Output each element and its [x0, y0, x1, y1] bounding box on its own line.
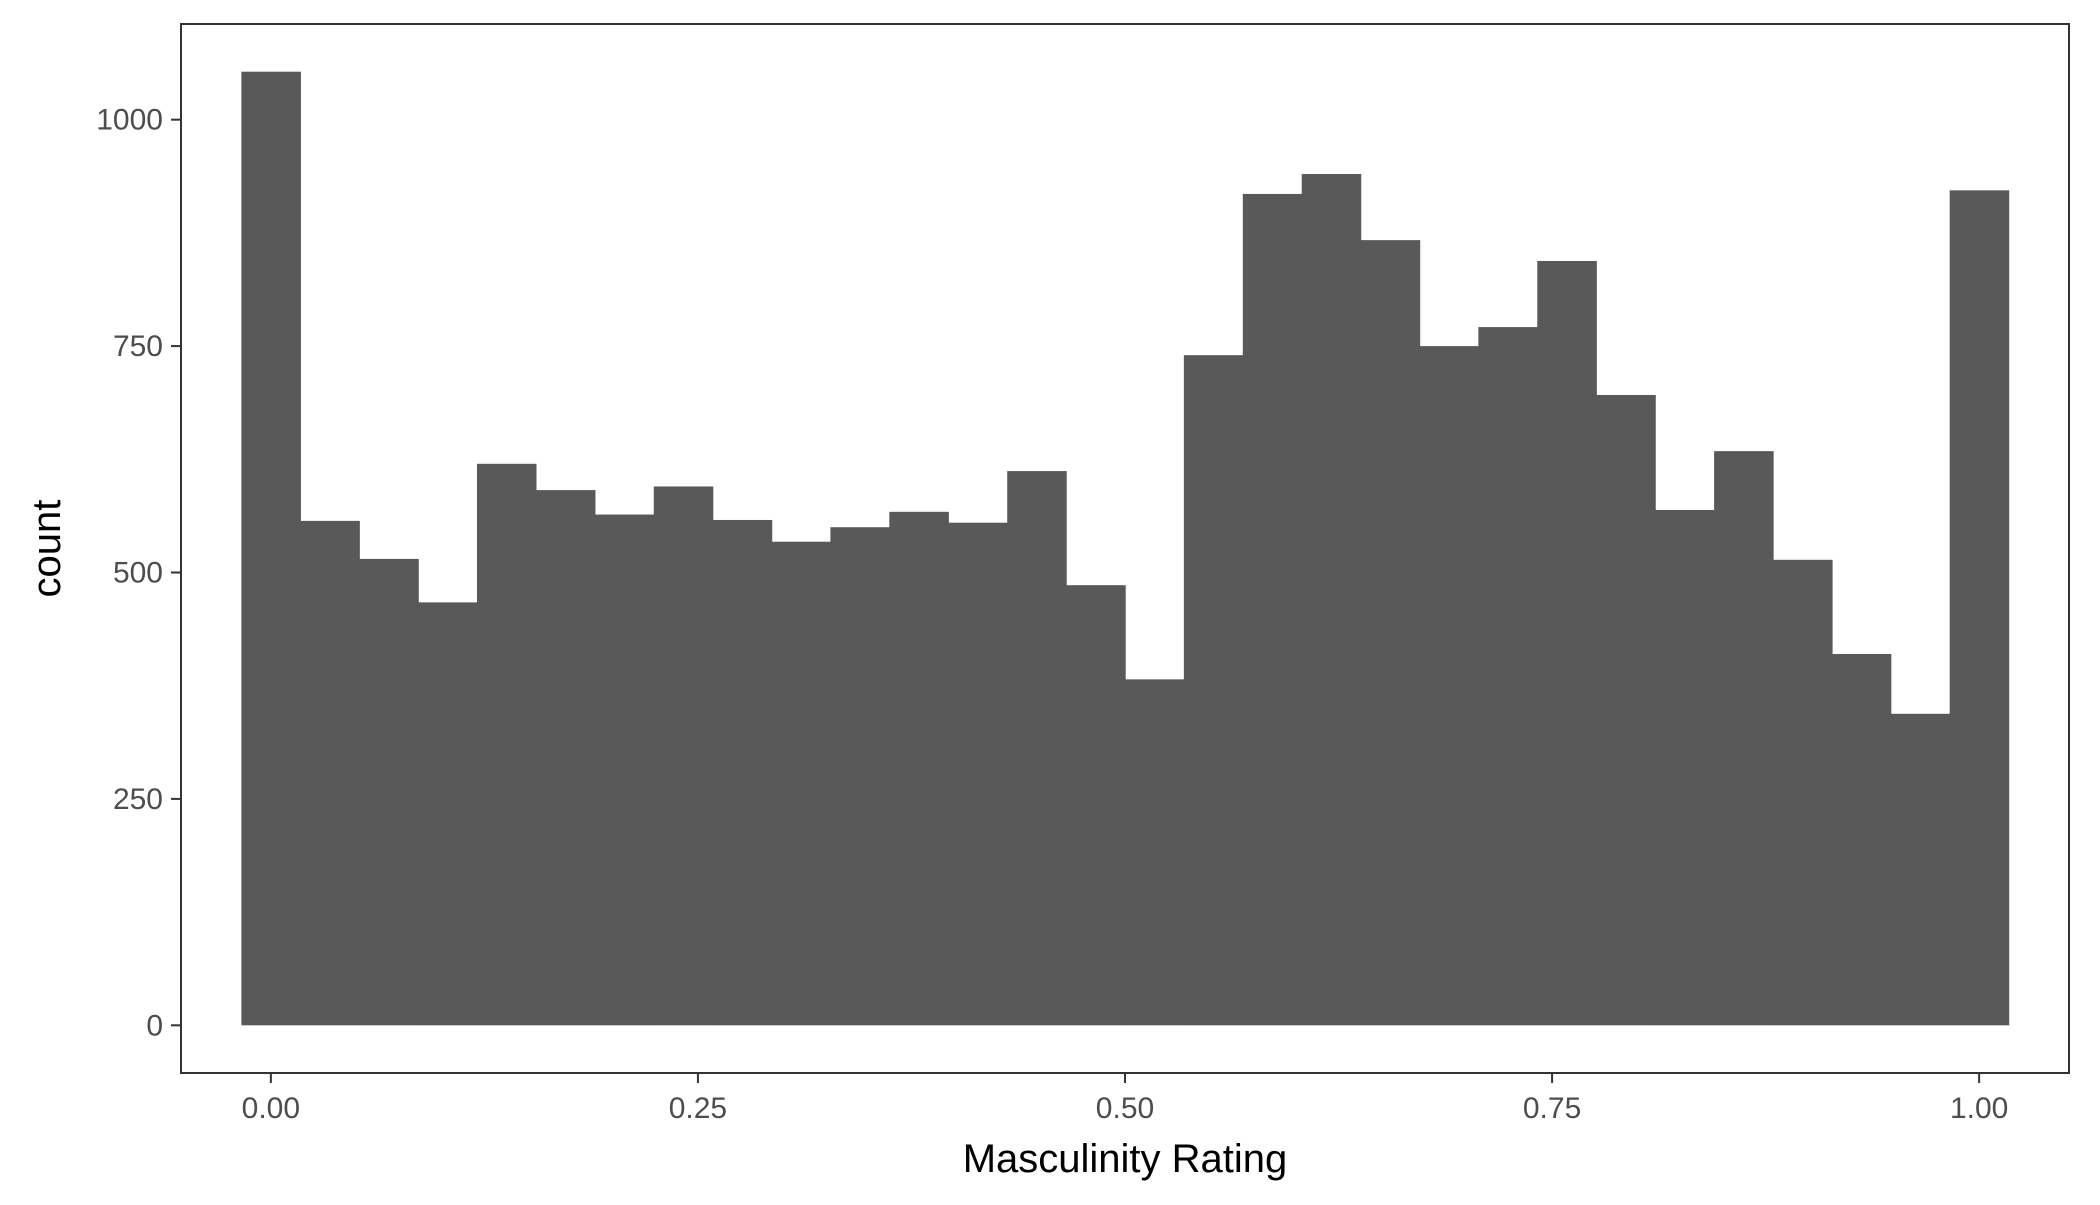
histogram-bar — [830, 527, 890, 1026]
y-axis-tick-label: 500 — [113, 556, 163, 589]
x-axis-tick-label: 0.50 — [1096, 1092, 1154, 1125]
histogram-bar — [1124, 679, 1185, 1026]
y-axis-tick-label: 750 — [113, 330, 163, 363]
histogram-bar — [1596, 394, 1656, 1026]
x-axis-title: Masculinity Rating — [963, 1137, 1288, 1181]
histogram-bar — [1007, 471, 1067, 1026]
histogram-bar — [948, 522, 1008, 1026]
y-axis-tick-label: 250 — [113, 783, 163, 816]
x-axis-tick-label: 0.75 — [1523, 1092, 1581, 1125]
x-axis: 0.00 0.25 0.50 0.75 1.00 — [242, 1073, 2008, 1125]
x-axis-tick-label: 1.00 — [1950, 1092, 2008, 1125]
histogram-bar — [1301, 174, 1362, 1026]
histogram-bar — [1890, 713, 1951, 1026]
histogram-bar — [1360, 240, 1421, 1026]
y-axis-title: count — [25, 500, 69, 598]
histogram-bar — [1183, 355, 1244, 1026]
y-axis-tick-label: 1000 — [96, 104, 163, 137]
histogram-bar — [1773, 559, 1833, 1026]
histogram-bar — [1066, 585, 1126, 1026]
histogram-bar — [594, 514, 655, 1026]
histogram-bar — [771, 541, 832, 1026]
histogram-bar — [1419, 346, 1480, 1026]
histogram-bar — [418, 602, 478, 1026]
histogram-bar — [1478, 327, 1538, 1026]
histogram-bar — [359, 558, 419, 1026]
histogram-bar — [476, 463, 537, 1026]
x-axis-tick-label: 0.25 — [669, 1092, 727, 1125]
histogram-bar — [1537, 260, 1597, 1026]
y-axis-tick-label: 0 — [146, 1009, 163, 1042]
histogram-bar — [241, 71, 301, 1026]
histogram-bar — [300, 520, 360, 1026]
histogram-bar — [1242, 193, 1303, 1026]
histogram-bar — [1714, 451, 1774, 1026]
histogram-bar — [1655, 510, 1715, 1026]
histogram-bar — [653, 486, 714, 1026]
histogram-bar — [712, 519, 773, 1026]
histogram-bar — [1831, 654, 1892, 1026]
histogram-bar — [1949, 190, 2010, 1026]
histogram-bar — [535, 490, 596, 1026]
y-axis: 0 250 500 750 1000 — [96, 104, 181, 1042]
x-axis-tick-label: 0.00 — [242, 1092, 300, 1125]
bars-layer — [241, 71, 2010, 1026]
histogram-bar — [889, 511, 949, 1026]
